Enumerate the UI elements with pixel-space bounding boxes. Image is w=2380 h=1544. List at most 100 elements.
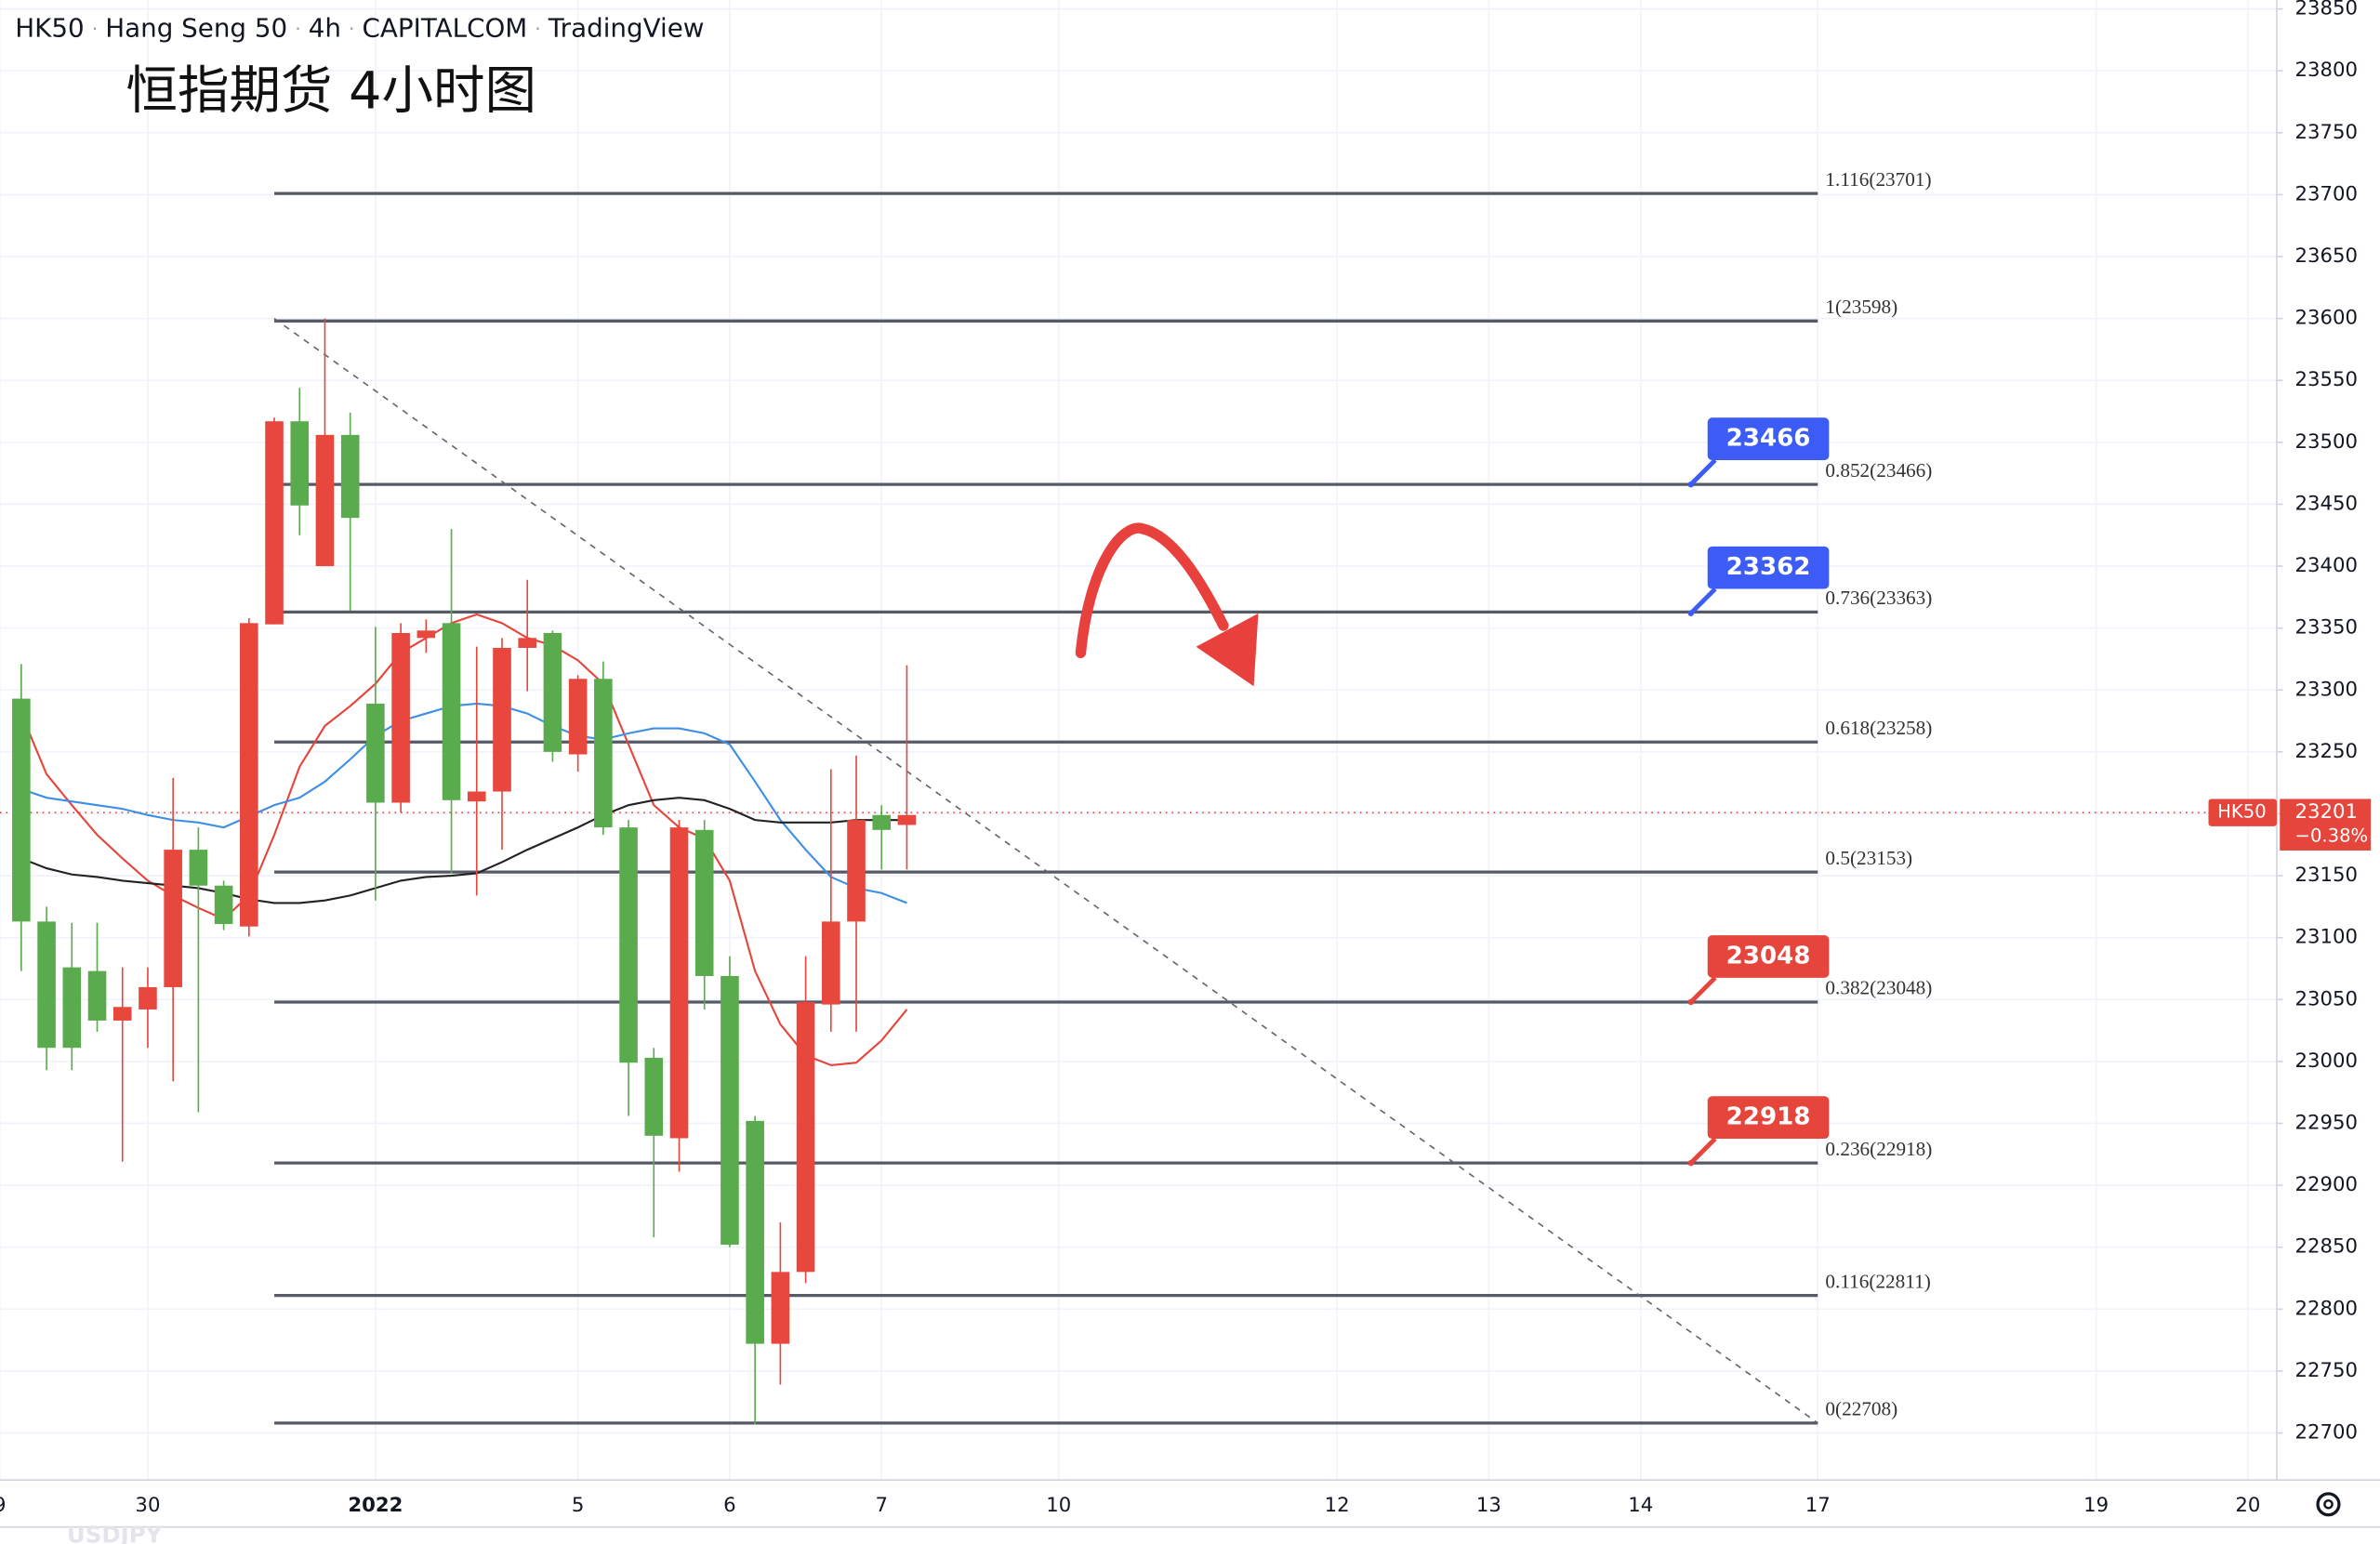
- candle-body: [87, 970, 107, 1021]
- candle-body: [416, 630, 436, 639]
- candle-body: [139, 986, 157, 1010]
- price-tag-pointer: [1689, 587, 1717, 615]
- x-tick-label: 5: [572, 1494, 585, 1517]
- price-tag-anchor: [1687, 610, 1695, 616]
- candle-body: [467, 791, 486, 802]
- x-tick-label: 10: [1046, 1494, 1071, 1517]
- x-tick-label: 9: [0, 1494, 6, 1517]
- fib-label: 1.116(23701): [1825, 168, 1931, 191]
- y-tick-label: 23600: [2295, 307, 2359, 330]
- fib-label: 0.736(23363): [1825, 587, 1932, 609]
- header-item: Hang Seng 50: [105, 12, 287, 43]
- price-tag-pointer: [1689, 1137, 1717, 1165]
- x-tick-label: 20: [2235, 1494, 2260, 1517]
- candle-body: [872, 814, 892, 830]
- last-change: −0.38%: [2295, 825, 2369, 847]
- fib-label: 0.382(23048): [1825, 977, 1932, 999]
- price-tag-box: [1707, 546, 1830, 589]
- x-tick-label: 19: [2083, 1494, 2109, 1517]
- price-tag[interactable]: 22918: [1687, 1096, 1830, 1167]
- y-tick-label: 22950: [2295, 1111, 2359, 1134]
- last-price: 23201: [2295, 800, 2359, 824]
- candle-body: [594, 679, 613, 828]
- x-tick-label: 6: [723, 1494, 736, 1517]
- candle-body: [897, 814, 917, 825]
- y-tick-label: 23100: [2295, 926, 2359, 949]
- price-tag[interactable]: 23466: [1687, 417, 1830, 488]
- y-tick-label: 23550: [2295, 368, 2359, 391]
- x-tick-label: 14: [1628, 1494, 1653, 1517]
- candle-body: [189, 850, 208, 886]
- y-tick-label: 23350: [2295, 616, 2359, 640]
- candle-body: [771, 1272, 790, 1344]
- y-tick-label: 23700: [2295, 182, 2359, 205]
- candle-body: [340, 434, 360, 519]
- header-separator: ·: [535, 18, 540, 39]
- settings-icon[interactable]: [2316, 1492, 2341, 1517]
- y-tick-label: 23450: [2295, 492, 2359, 515]
- watermark: USDJPY: [67, 1522, 163, 1544]
- price-tag[interactable]: 23048: [1687, 935, 1830, 1006]
- y-tick-label: 23850: [2295, 0, 2359, 20]
- y-tick-label: 23650: [2295, 244, 2359, 268]
- candle-body: [847, 820, 866, 922]
- fib-label: 0.618(23258): [1825, 717, 1932, 739]
- plot: 1.116(23701) 1(23598) 0.852(23466) 0.736(23…: [0, 168, 2277, 1425]
- y-tick-label: 23050: [2295, 987, 2359, 1010]
- candle-body: [644, 1057, 664, 1136]
- candle-body: [366, 703, 385, 803]
- y-tick-label: 23750: [2295, 121, 2359, 144]
- price-tag-label: 23466: [1726, 425, 1811, 453]
- candle-body: [112, 1007, 132, 1021]
- y-tick-label: 23000: [2295, 1049, 2359, 1073]
- y-tick-label: 22850: [2295, 1235, 2359, 1259]
- candle-body: [391, 632, 410, 803]
- fib-label: 0.5(23153): [1825, 847, 1912, 869]
- price-tag-anchor: [1687, 481, 1695, 488]
- chart-title: 恒指期货 4小时图: [126, 61, 536, 122]
- candle-body: [493, 647, 511, 792]
- header-item: CAPITALCOM: [363, 12, 528, 43]
- price-tag-box: [1707, 417, 1830, 461]
- y-tick-label: 23800: [2295, 59, 2359, 82]
- price-tag-label: 22918: [1726, 1103, 1811, 1131]
- candle-body: [619, 827, 638, 1063]
- x-tick-label: 17: [1805, 1494, 1831, 1517]
- candle-body: [214, 885, 233, 925]
- arrow-head: [1196, 613, 1259, 687]
- x-tick-label: 30: [135, 1494, 160, 1517]
- y-tick-label: 22900: [2295, 1173, 2359, 1196]
- symbol-tag: HK50: [2217, 801, 2266, 823]
- header-separator: ·: [349, 18, 354, 39]
- x-tick-label: 2022: [348, 1494, 403, 1517]
- x-tick-label: 13: [1476, 1494, 1501, 1517]
- y-tick-label: 22750: [2295, 1359, 2359, 1382]
- header-separator: ·: [295, 18, 300, 39]
- fib-label: 0.236(22918): [1825, 1138, 1932, 1160]
- candle-body: [62, 967, 82, 1049]
- price-tag-label: 23362: [1726, 553, 1811, 581]
- curved-arrow: [1075, 522, 1259, 687]
- price-tag[interactable]: 23362: [1687, 546, 1830, 616]
- header-item: HK50: [15, 12, 84, 43]
- header-item: TradingView: [548, 12, 705, 43]
- candle-body: [265, 421, 284, 625]
- fib-label: 0(22708): [1825, 1398, 1897, 1420]
- candle-body: [721, 975, 739, 1246]
- candle-body: [746, 1120, 764, 1344]
- header-item: 4h: [309, 12, 341, 43]
- candle-body: [164, 850, 182, 987]
- candle-body: [315, 434, 335, 567]
- y-tick-label: 22700: [2295, 1421, 2359, 1445]
- trend-line: [273, 317, 1818, 1424]
- y-tick-label: 23150: [2295, 864, 2359, 887]
- x-tick-label: 12: [1325, 1494, 1350, 1517]
- y-tick-label: 23300: [2295, 678, 2359, 701]
- candle-body: [543, 632, 562, 752]
- symbol-tag-box: [2208, 798, 2277, 826]
- last-price-box: [2280, 798, 2372, 851]
- candle-body: [37, 921, 56, 1049]
- candle-body: [796, 1001, 815, 1273]
- price-tag-pointer: [1689, 976, 1717, 1004]
